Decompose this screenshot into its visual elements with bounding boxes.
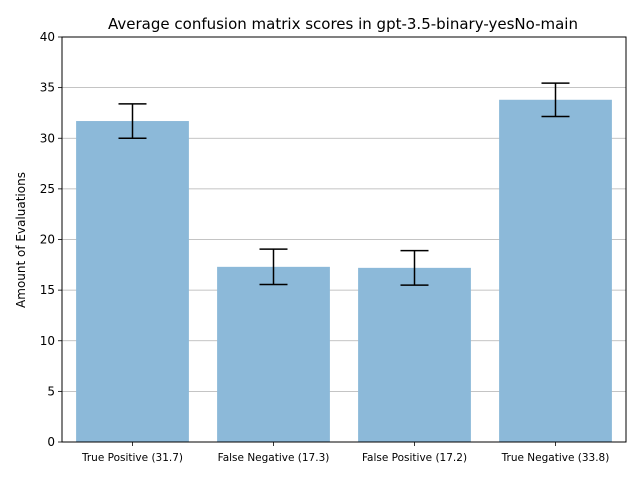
bar-2 — [358, 267, 471, 442]
x-axis-ticks: True Positive (31.7) False Negative (17.3… — [81, 442, 609, 464]
bar-3 — [499, 99, 612, 443]
y-tick-label-3: 15 — [40, 283, 55, 297]
error-bars — [118, 82, 570, 286]
y-tick-label-7: 35 — [40, 81, 55, 95]
x-tick-label-2: False Positive (17.2) — [362, 452, 467, 464]
plot-frame — [61, 36, 627, 443]
x-tick-label-0: True Positive (31.7) — [81, 452, 183, 464]
bar-0 — [76, 121, 189, 442]
y-axis-ticks: 0 5 10 15 20 25 30 35 40 — [40, 30, 62, 449]
x-tick-label-1: False Negative (17.3) — [218, 452, 330, 464]
y-tick-label-2: 10 — [40, 334, 55, 348]
y-tick-label-4: 20 — [40, 233, 55, 247]
y-tick-label-0: 0 — [47, 435, 55, 449]
bars — [76, 99, 612, 443]
y-tick-label-6: 30 — [40, 131, 55, 145]
chart-title: Average confusion matrix scores in gpt-3… — [108, 15, 578, 33]
bar-1 — [217, 266, 330, 442]
y-tick-label-8: 40 — [40, 30, 55, 44]
y-tick-label-5: 25 — [40, 182, 55, 196]
y-tick-label-1: 5 — [47, 384, 55, 398]
x-tick-label-3: True Negative (33.8) — [501, 452, 610, 464]
y-axis-label: Amount of Evaluations — [14, 172, 28, 308]
